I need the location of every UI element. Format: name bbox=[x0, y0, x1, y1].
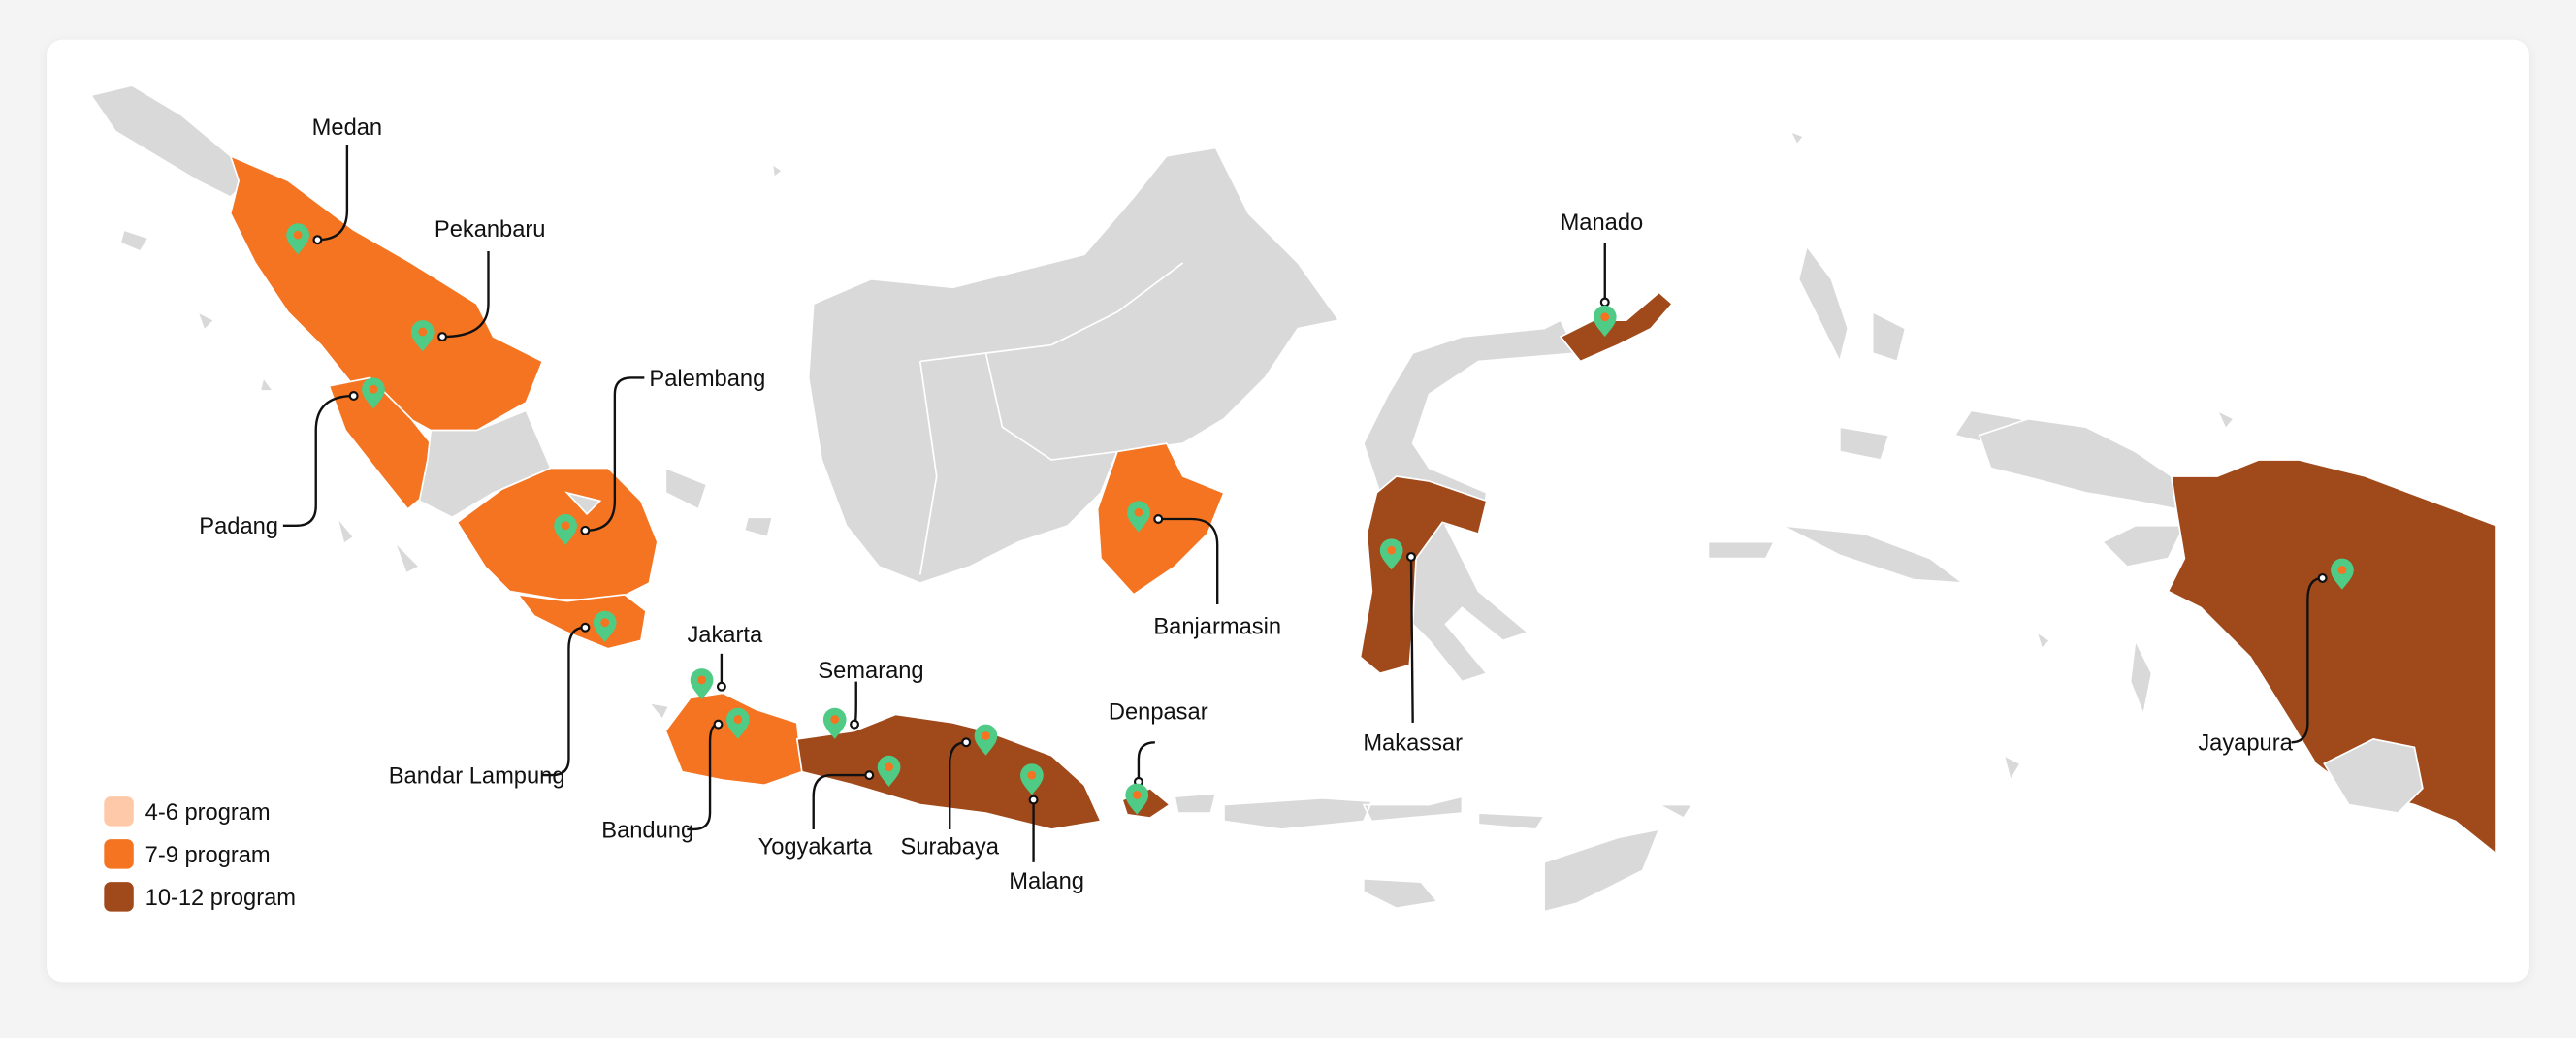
legend-item-7-9: 7-9 program bbox=[104, 839, 271, 869]
legend-item-10-12: 10-12 program bbox=[104, 882, 296, 912]
label-bandung: Bandung bbox=[601, 818, 693, 843]
label-jayapura: Jayapura bbox=[2198, 731, 2293, 757]
map-card bbox=[47, 39, 2529, 983]
label-banjarmasin: Banjarmasin bbox=[1153, 615, 1281, 640]
regions bbox=[89, 84, 2497, 913]
city-labels: Medan Pekanbaru Padang Palembang Bandar … bbox=[199, 115, 2293, 894]
label-padang: Padang bbox=[199, 514, 278, 539]
region-papua-southeast[interactable] bbox=[2323, 737, 2424, 814]
legend-label: 10-12 program bbox=[145, 886, 296, 911]
label-denpasar: Denpasar bbox=[1109, 700, 1208, 726]
legend-label: 7-9 program bbox=[145, 843, 271, 868]
label-pekanbaru: Pekanbaru bbox=[435, 217, 546, 243]
region-south-sulawesi[interactable] bbox=[1359, 475, 1488, 675]
label-medan: Medan bbox=[312, 115, 382, 141]
label-bandar-lampung: Bandar Lampung bbox=[389, 764, 565, 790]
label-manado: Manado bbox=[1561, 211, 1644, 236]
label-jakarta: Jakarta bbox=[687, 623, 763, 648]
legend-swatch bbox=[104, 796, 134, 827]
region-kalimantan[interactable] bbox=[807, 146, 1340, 584]
legend-swatch bbox=[104, 882, 134, 912]
region-jambi[interactable] bbox=[418, 409, 552, 519]
legend: 4-6 program 7-9 program 10-12 program bbox=[104, 796, 296, 912]
label-yogyakarta: Yogyakarta bbox=[758, 834, 873, 860]
label-malang: Malang bbox=[1009, 869, 1084, 894]
label-semarang: Semarang bbox=[818, 659, 923, 684]
legend-item-4-6: 4-6 program bbox=[104, 796, 271, 827]
region-lampung[interactable] bbox=[516, 593, 647, 650]
leader-lines bbox=[282, 144, 2328, 862]
label-surabaya: Surabaya bbox=[901, 834, 1000, 860]
legend-swatch bbox=[104, 839, 134, 869]
label-makassar: Makassar bbox=[1363, 731, 1463, 757]
legend-label: 4-6 program bbox=[145, 800, 271, 826]
label-palembang: Palembang bbox=[649, 367, 765, 392]
